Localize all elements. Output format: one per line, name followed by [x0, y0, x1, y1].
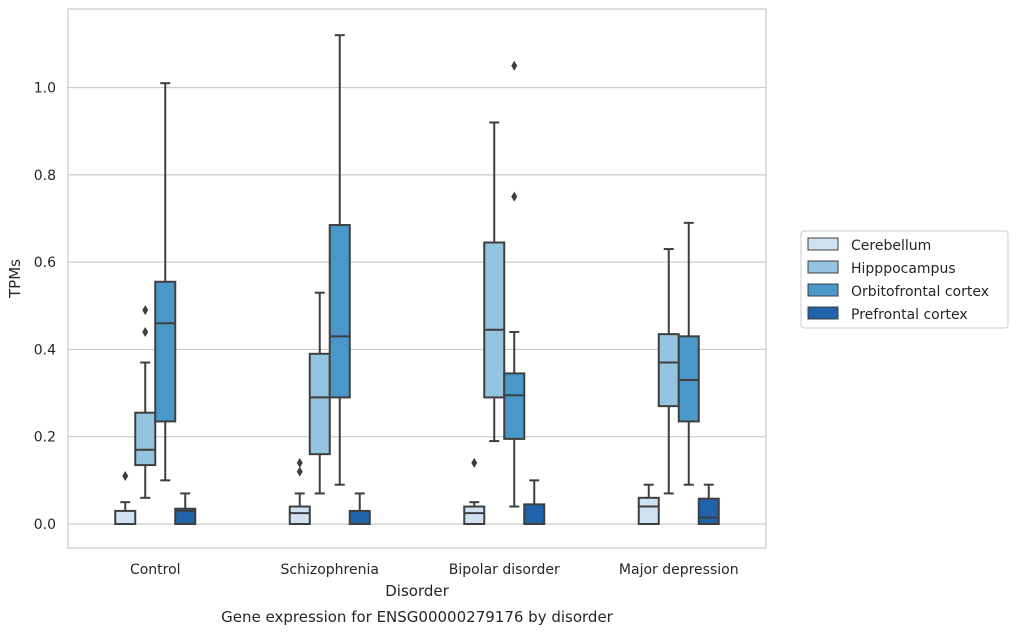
iqr-box [637, 496, 660, 525]
iqr-box [328, 224, 351, 399]
outlier-marker [511, 191, 518, 202]
iqr-box [288, 505, 311, 525]
legend-swatch [807, 306, 839, 320]
box-prefrontal-cortex [174, 492, 197, 525]
iqr-box [114, 509, 137, 525]
box-prefrontal-cortex [348, 492, 371, 525]
legend: Cerebellum Hipppocampus Orbitofrontal cort… [800, 230, 1009, 329]
iqr-box [503, 372, 526, 440]
iqr-box [657, 333, 680, 408]
iqr-box [523, 503, 546, 525]
iqr-box [134, 411, 157, 467]
y-tick-label: 0.2 [34, 430, 56, 446]
box-cerebellum [288, 457, 311, 525]
y-tick-label: 1.0 [34, 81, 56, 97]
y-axis-label: TPMs [6, 259, 24, 299]
y-tick-label: 0.0 [34, 517, 56, 533]
x-tick-label: Bipolar disorder [449, 562, 560, 578]
outlier-marker [471, 457, 478, 468]
legend-frame [800, 230, 1009, 329]
iqr-box [483, 241, 506, 399]
outlier-marker [122, 470, 129, 481]
box-hipppocampus [134, 305, 157, 499]
legend-swatch [807, 260, 839, 274]
legend-label: Prefrontal cortex [851, 307, 968, 323]
legend-swatch [807, 237, 839, 251]
x-tick-label: Schizophrenia [281, 562, 379, 578]
legend-swatch [807, 283, 839, 297]
box-cerebellum [463, 457, 486, 525]
x-axis-label: Disorder [385, 582, 449, 600]
iqr-box [677, 335, 700, 423]
y-axis-ticks: 0.0 0.2 0.4 0.6 0.8 1.0 [34, 81, 56, 533]
box-orbitofrontal-cortex [154, 82, 177, 482]
outlier-marker [296, 457, 303, 468]
y-tick-label: 0.6 [34, 255, 56, 271]
box-prefrontal-cortex [697, 483, 720, 525]
y-tick-label: 0.4 [34, 342, 56, 358]
legend-label: Orbitofrontal cortex [851, 284, 989, 300]
chart-caption: Gene expression for ENSG00000279176 by d… [221, 608, 614, 626]
box-hipppocampus [657, 248, 680, 495]
box-orbitofrontal-cortex [677, 221, 700, 486]
legend-label: Cerebellum [851, 238, 931, 254]
iqr-box [174, 507, 197, 525]
x-axis-ticks: Control Schizophrenia Bipolar disorder Majo… [130, 562, 739, 578]
iqr-box [154, 280, 177, 423]
box-orbitofrontal-cortex [328, 34, 351, 486]
outlier-marker [142, 305, 149, 316]
box-cerebellum [637, 483, 660, 525]
iqr-box [348, 509, 371, 525]
box-cerebellum [114, 470, 137, 525]
box-hipppocampus [483, 121, 506, 443]
box-prefrontal-cortex [523, 479, 546, 525]
legend-label: Hipppocampus [851, 261, 956, 277]
outlier-marker [511, 60, 518, 71]
iqr-box [463, 505, 486, 525]
x-tick-label: Major depression [619, 562, 739, 578]
box-orbitofrontal-cortex [503, 60, 526, 508]
outlier-marker [296, 466, 303, 477]
outlier-marker [142, 326, 149, 337]
box-hipppocampus [308, 291, 331, 495]
x-tick-label: Control [130, 562, 181, 578]
plot-area [114, 34, 720, 525]
iqr-box [697, 497, 720, 525]
iqr-box [308, 352, 331, 456]
axes-frame [67, 8, 767, 549]
y-tick-label: 0.8 [34, 168, 56, 184]
